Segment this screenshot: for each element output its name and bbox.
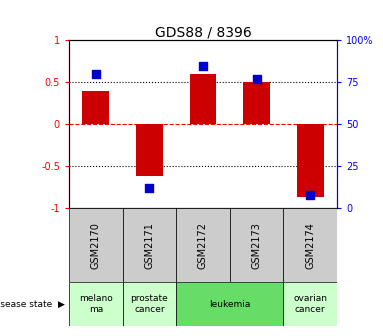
Point [254,76,260,82]
Bar [243,82,270,124]
Bar [297,124,324,197]
Bar [176,208,230,282]
Text: prostate
cancer: prostate cancer [131,294,168,314]
Text: disease state  ▶: disease state ▶ [0,300,65,308]
Text: GSM2173: GSM2173 [252,222,262,269]
Text: melano
ma: melano ma [79,294,113,314]
Point [200,63,206,68]
Text: GSM2171: GSM2171 [144,222,154,269]
Bar [123,208,176,282]
Bar [283,208,337,282]
Bar [69,282,123,326]
Text: leukemia: leukemia [209,300,250,308]
Point [146,185,152,191]
Bar [230,208,283,282]
Text: ovarian
cancer: ovarian cancer [293,294,327,314]
Text: GSM2172: GSM2172 [198,222,208,269]
Point [93,71,99,77]
Bar [176,282,283,326]
Point [307,192,313,198]
Title: GDS88 / 8396: GDS88 / 8396 [155,25,251,39]
Text: GSM2170: GSM2170 [91,222,101,269]
Bar [123,282,176,326]
Bar [82,91,109,124]
Text: GSM2174: GSM2174 [305,222,315,269]
Bar [283,282,337,326]
Bar [190,74,216,124]
Bar [136,124,163,176]
Bar [69,208,123,282]
